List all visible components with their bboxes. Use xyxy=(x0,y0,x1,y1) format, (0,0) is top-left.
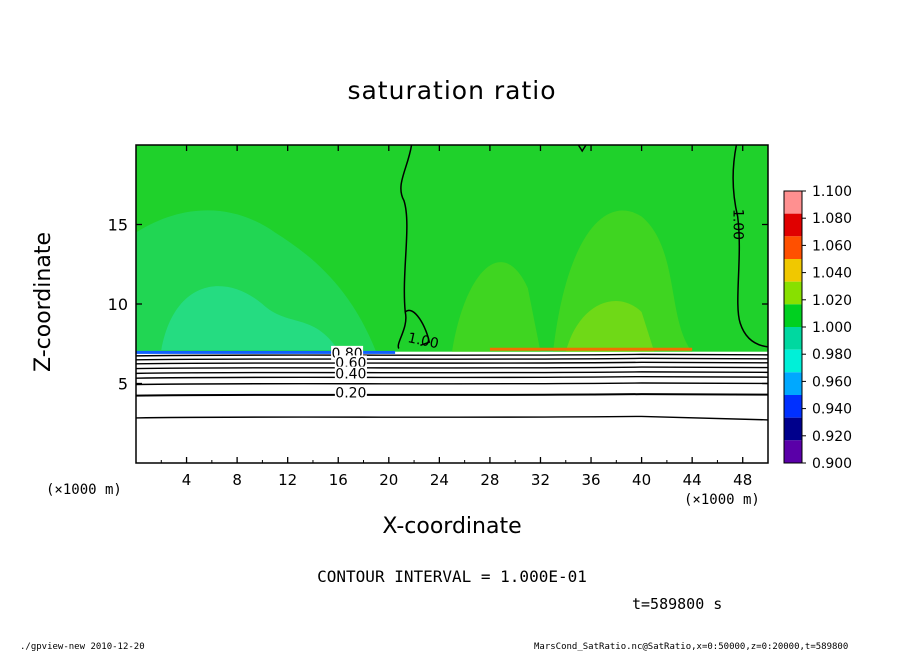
x-unit-label-left: (×1000 m) xyxy=(46,482,122,498)
colorbar-label-2: 0.940 xyxy=(812,402,852,418)
y-tick-label-0: 5 xyxy=(118,375,128,394)
colorbar-swatch-2 xyxy=(784,236,802,259)
colorbar-label-5: 1.000 xyxy=(812,320,852,336)
x-tick-label-0: 4 xyxy=(182,471,192,489)
x-tick-label-1: 8 xyxy=(232,471,242,489)
colorbar-label-3: 0.960 xyxy=(812,374,852,390)
colorbar-swatch-0 xyxy=(784,191,802,214)
footer-data-info: MarsCond_SatRatio.nc@SatRatio,x=0:50000,… xyxy=(534,642,849,652)
y-tick-label-1: 10 xyxy=(108,295,128,314)
contour-line-top-fragment xyxy=(577,144,587,153)
isoline-6 xyxy=(135,382,769,386)
colorbar-swatch-5 xyxy=(784,304,802,327)
isoline-7 xyxy=(135,393,769,397)
colorbar-label-4: 0.980 xyxy=(812,347,852,363)
contour-label-bg-4 xyxy=(334,366,367,381)
y-tick-label-2: 15 xyxy=(108,216,128,235)
colorbar-swatch-7 xyxy=(784,349,802,373)
supersaturated-plume-fill-1 xyxy=(452,262,541,352)
isoline-5 xyxy=(135,375,769,379)
colorbar-label-1: 0.920 xyxy=(812,429,852,445)
colorbar-swatch-9 xyxy=(784,395,802,418)
colorbar-label-8: 1.060 xyxy=(812,238,852,254)
isoline-2 xyxy=(135,361,769,365)
colorbar-swatch-4 xyxy=(784,281,802,305)
x-tick-label-4: 20 xyxy=(379,471,398,489)
contour-label-5: 0.20 xyxy=(335,386,366,402)
isoline-1 xyxy=(135,357,769,361)
x-tick-label-7: 32 xyxy=(531,471,550,489)
colorbar-swatch-8 xyxy=(784,372,802,395)
colorbar-label-9: 1.080 xyxy=(812,211,852,227)
colorbar-label-7: 1.040 xyxy=(812,266,852,282)
colorbar-label-0: 0.900 xyxy=(812,456,852,472)
contour-label-bg-3 xyxy=(334,355,367,370)
time-label: t=589800 s xyxy=(632,595,723,613)
chart-title: saturation ratio xyxy=(347,76,557,105)
isoline-8 xyxy=(135,415,769,421)
isoline-4 xyxy=(135,371,769,375)
x-tick-label-6: 28 xyxy=(480,471,499,489)
colorbar-swatch-6 xyxy=(784,327,802,350)
contour-label-0: 1.00 xyxy=(406,330,440,352)
x-tick-label-11: 48 xyxy=(733,471,752,489)
boundary-band-blue xyxy=(136,350,396,354)
colorbar-swatch-3 xyxy=(784,259,802,282)
colorbar-swatch-11 xyxy=(784,440,802,463)
subsaturated-core-fill xyxy=(161,286,339,351)
contour-label-bg-5 xyxy=(334,385,367,400)
contour-line-1.00-lobe xyxy=(404,309,431,347)
contour-line-1.00-left xyxy=(397,144,413,349)
x-tick-label-3: 16 xyxy=(329,471,348,489)
colorbar-label-6: 1.020 xyxy=(812,293,852,309)
contour-interval-note: CONTOUR INTERVAL = 1.000E-01 xyxy=(317,567,587,586)
supersaturated-core-fill xyxy=(565,300,655,352)
contour-label-1: 1.00 xyxy=(729,209,745,240)
contour-line-1.00-right xyxy=(732,144,769,348)
colorbar-swatch-1 xyxy=(784,213,802,237)
isoline-3 xyxy=(135,366,769,370)
x-tick-label-10: 44 xyxy=(683,471,702,489)
x-axis-label: X-coordinate xyxy=(382,514,522,539)
isoline-0 xyxy=(135,353,769,357)
x-tick-label-5: 24 xyxy=(430,471,449,489)
y-axis-label: Z-coordinate xyxy=(31,232,56,372)
boundary-band-orange xyxy=(489,347,693,351)
colorbar-label-10: 1.100 xyxy=(812,184,852,200)
x-unit-label-right: (×1000 m) xyxy=(684,492,760,508)
x-tick-label-2: 12 xyxy=(278,471,297,489)
contour-label-4: 0.40 xyxy=(335,367,366,383)
colorbar-swatch-10 xyxy=(784,417,802,441)
x-tick-label-9: 40 xyxy=(632,471,651,489)
x-tick-label-8: 36 xyxy=(581,471,600,489)
footer-program-info: ./gpview-new 2010-12-20 xyxy=(20,642,145,652)
